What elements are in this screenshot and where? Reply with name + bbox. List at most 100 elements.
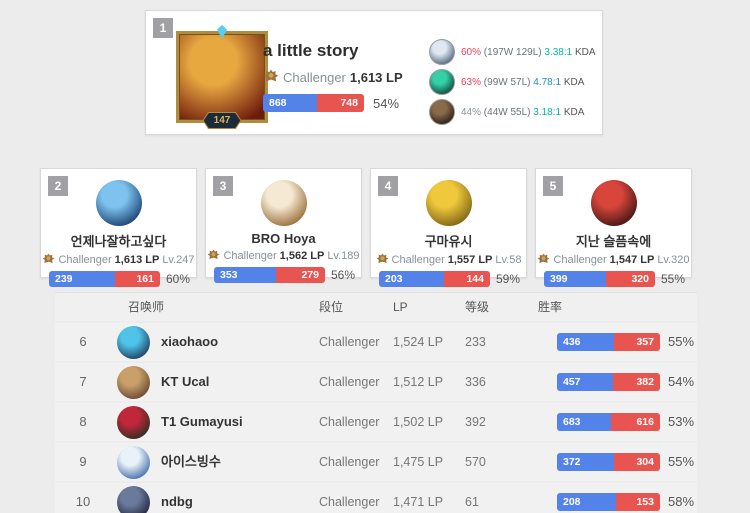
rank3-player-card[interactable]: 3 BRO Hoya Challenger 1,562 LP Lv.189 35…	[205, 168, 362, 283]
rank5-player-card[interactable]: 5 지난 슬픔속에 Challenger 1,547 LP Lv.320 399…	[535, 168, 692, 287]
tier-label: Challenger	[319, 415, 380, 429]
summoner-level-badge: 147	[202, 112, 242, 129]
losses-segment: 279	[276, 267, 325, 283]
runner-up-cards: 2 언제나잘하고싶다 Challenger 1,613 LP Lv.247 23…	[40, 168, 692, 287]
lp-value: 1,512 LP	[393, 375, 444, 389]
winrate-percent: 60%	[165, 272, 190, 286]
winrate-percent: 55%	[660, 272, 685, 286]
lp-value: 1,471 LP	[393, 495, 444, 509]
avatar	[425, 180, 472, 226]
champion-stat-row[interactable]: 60% (197W 129L) 3.38:1 KDA	[429, 39, 596, 65]
wins-segment: 868	[263, 94, 318, 112]
ranking-table: 召唤师 段位 LP 等级 胜率 6 xiaohaoo Challenger 1,…	[55, 292, 697, 513]
tier-label: Challenger	[319, 375, 380, 389]
tier-line: Challenger 1,547 LP Lv.320	[536, 253, 691, 266]
wins-segment: 399	[544, 271, 606, 287]
summoner-name[interactable]: 언제나잘하고싶다	[70, 234, 167, 249]
tier-label: Challenger	[319, 495, 380, 509]
table-row[interactable]: 7 KT Ucal Challenger 1,512 LP 336 457 38…	[55, 363, 697, 401]
table-row[interactable]: 9 아이스빙수 Challenger 1,475 LP 570 372 304 …	[55, 443, 697, 481]
champ-kda: 4.78:1	[533, 76, 562, 88]
level-value: 233	[465, 335, 486, 349]
kda-label: KDA	[563, 106, 585, 118]
top-champions-list: 60% (197W 129L) 3.38:1 KDA 63% (99W 57L)…	[429, 39, 596, 129]
header-lp: LP	[393, 300, 408, 314]
avatar	[260, 180, 307, 226]
table-row[interactable]: 6 xiaohaoo Challenger 1,524 LP 233 436 3…	[55, 323, 697, 361]
winrate-bar: 239 161	[49, 271, 160, 287]
challenger-crest-icon	[43, 253, 55, 264]
winrate-bar: 208 153	[557, 493, 660, 511]
losses-segment: 153	[616, 493, 660, 511]
summoner-name[interactable]: xiaohaoo	[161, 334, 219, 349]
winrate-bar: 372 304	[557, 453, 660, 471]
winrate-bar: 683 616	[557, 413, 660, 431]
table-row[interactable]: 8 T1 Gumayusi Challenger 1,502 LP 392 68…	[55, 403, 697, 441]
rank-number: 6	[79, 334, 87, 349]
champion-icon	[429, 69, 455, 95]
lp-value: 1,562 LP	[279, 249, 325, 262]
winrate-bar: 868 748	[263, 94, 364, 112]
tier-label: Challenger	[319, 335, 380, 349]
summoner-name[interactable]: KT Ucal	[161, 374, 210, 389]
winrate-percent: 54%	[373, 95, 400, 111]
level-label: Lv.58	[495, 253, 522, 266]
winrate-bar: 353 279	[214, 267, 325, 283]
champ-winrate: 60%	[461, 46, 482, 58]
summoner-name[interactable]: ndbg	[161, 494, 193, 509]
winrate-row: 239 161 60%	[49, 271, 190, 287]
summoner-name[interactable]: BRO Hoya	[251, 231, 316, 246]
rank1-player-card[interactable]: 1 147 a little story Challenger 1,613 LP…	[145, 10, 603, 135]
rank4-player-card[interactable]: 4 구마유시 Challenger 1,557 LP Lv.58 203 144…	[370, 168, 527, 287]
winrate-percent: 56%	[330, 268, 355, 282]
challenger-crest-icon	[208, 249, 220, 260]
header-summoner: 召唤师	[128, 300, 165, 314]
champion-stat-row[interactable]: 63% (99W 57L) 4.78:1 KDA	[429, 69, 596, 95]
winrate-percent: 54%	[668, 374, 695, 389]
losses-segment: 357	[613, 333, 660, 351]
wins-segment: 457	[557, 373, 614, 391]
summoner-name[interactable]: 구마유시	[424, 234, 473, 249]
header-level: 等级	[465, 300, 490, 314]
top-player-info: a little story Challenger 1,613 LP 868 7…	[263, 41, 428, 112]
summoner-name[interactable]: 아이스빙수	[161, 454, 221, 469]
rank-number: 8	[79, 414, 87, 429]
challenger-crest-icon	[538, 253, 550, 264]
champ-record: (197W 129L)	[483, 46, 542, 58]
winrate-row: 868 748 54%	[263, 94, 428, 112]
challenger-crest-icon	[376, 253, 388, 264]
champ-winrate: 44%	[461, 106, 482, 118]
wins-segment: 372	[557, 453, 614, 471]
champ-record: (99W 57L)	[483, 76, 531, 88]
champion-icon	[429, 39, 455, 65]
tier-label: Challenger	[58, 253, 112, 266]
champ-record: (44W 55L)	[483, 106, 531, 118]
table-row[interactable]: 10 ndbg Challenger 1,471 LP 61 208 153 5…	[55, 483, 697, 513]
losses-segment: 748	[317, 94, 364, 112]
winrate-percent: 55%	[668, 334, 695, 349]
avatar	[117, 486, 150, 513]
level-value: 336	[465, 375, 486, 389]
header-winrate: 胜率	[538, 300, 563, 314]
wins-segment: 203	[379, 271, 444, 287]
summoner-name[interactable]: 지난 슬픔속에	[575, 234, 652, 249]
avatar	[117, 406, 150, 439]
summoner-name[interactable]: T1 Gumayusi	[161, 414, 243, 429]
rank-badge: 3	[213, 176, 233, 196]
winrate-row: 353 279 56%	[214, 267, 355, 283]
losses-segment: 320	[605, 271, 655, 287]
losses-segment: 304	[613, 453, 660, 471]
rank-number: 7	[79, 374, 87, 389]
header-tier: 段位	[319, 300, 344, 314]
lp-value: 1,613 LP	[349, 69, 403, 85]
tier-line: Challenger 1,557 LP Lv.58	[371, 253, 526, 266]
rank2-player-card[interactable]: 2 언제나잘하고싶다 Challenger 1,613 LP Lv.247 23…	[40, 168, 197, 287]
summoner-name[interactable]: a little story	[263, 41, 359, 60]
lp-value: 1,557 LP	[447, 253, 493, 266]
avatar	[117, 366, 150, 399]
losses-segment: 616	[611, 413, 660, 431]
tier-line: Challenger 1,613 LP	[263, 69, 428, 85]
champion-stat-row[interactable]: 44% (44W 55L) 3.18:1 KDA	[429, 99, 596, 125]
challenger-crest-icon	[263, 69, 279, 82]
